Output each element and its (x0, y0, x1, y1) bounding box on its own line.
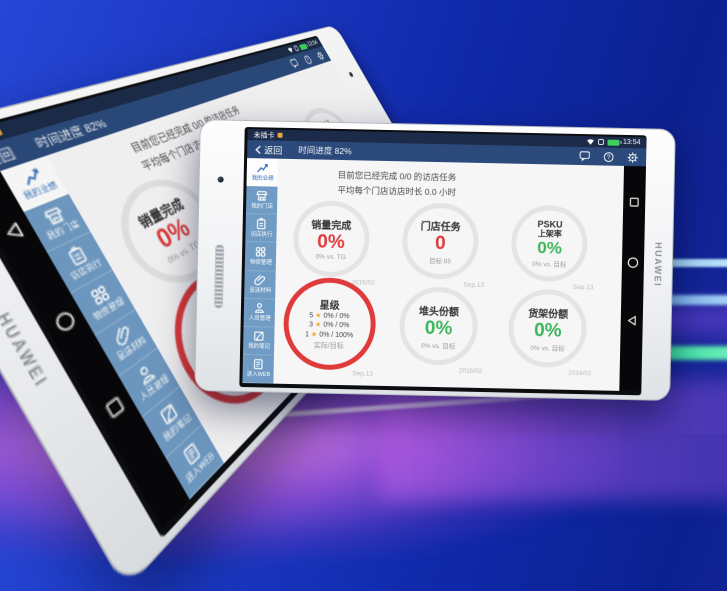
kpi-value: 0% (425, 317, 453, 339)
kpi-card-display-share[interactable]: 堆头份额 0% 0% vs. 目标 2016/02 (383, 286, 494, 366)
store-icon (255, 189, 268, 202)
sidebar-item-label: 呈送材料 (249, 286, 271, 294)
sidebar-item-submit-materials[interactable]: 呈送材料 (244, 271, 276, 300)
battery-icon (299, 43, 308, 50)
clock-text: 13:54 (623, 139, 641, 146)
data-icon (598, 138, 605, 145)
wifi-icon (587, 138, 595, 145)
help-icon[interactable]: ? (302, 54, 313, 65)
sidebar-item-label: 访店执行 (250, 230, 272, 238)
sidebar-item-label: 物资整理 (249, 258, 271, 266)
document-icon (252, 358, 265, 371)
kpi-date: 2016/02 (459, 368, 483, 375)
sidebar-item-label: 我的笔记 (248, 343, 270, 351)
tablet-screen: 未插卡 13:54 (239, 127, 646, 395)
kpi-card-sales-completion[interactable]: 销量完成 0% 0% vs. TG 2016/02 (276, 200, 387, 278)
kpi-card-store-tasks[interactable]: 门店任务 0 目标:85 Sep.13 (385, 202, 496, 280)
sidebar-item-performance[interactable]: 我的业绩 (247, 158, 279, 187)
speaker-grille (214, 244, 224, 308)
clipboard-icon (255, 217, 268, 230)
kpi-card-star-rating[interactable]: 星级 5★0% / 0% 3★0% / 0% 1★0% / 100% 实际/目标… (274, 277, 385, 371)
sidebar-item-visit-execution[interactable]: 访店执行 (245, 214, 277, 243)
sim-status-text: 未插卡 (253, 130, 274, 140)
sidebar-item-notes[interactable]: 我的笔记 (243, 327, 275, 356)
chart-icon (256, 161, 269, 174)
settings-icon[interactable] (627, 152, 638, 163)
people-icon (253, 301, 266, 314)
marketing-scene: { "device": { "brand": "HUAWEI" }, "stat… (0, 0, 727, 434)
message-icon[interactable] (579, 151, 590, 161)
grid-icon (254, 245, 267, 258)
kpi-value: 0% (534, 320, 562, 342)
sidebar-item-label: 人员管理 (248, 314, 270, 322)
tablet-bezel (195, 126, 244, 385)
front-camera-dot (348, 72, 353, 78)
sidebar-item-label: 我的业绩 (251, 174, 273, 182)
sidebar-item-materials-management[interactable]: 物资整理 (245, 242, 277, 271)
sidebar-item-label: 进入WEB (246, 371, 270, 379)
sidebar-item-personnel[interactable]: 人员管理 (244, 299, 276, 328)
tablet-bezel: HUAWEI (641, 135, 674, 394)
settings-icon[interactable] (315, 50, 326, 61)
message-icon[interactable] (289, 58, 300, 69)
sim-icon (0, 128, 3, 137)
kpi-value: 0% (317, 232, 345, 254)
svg-text:?: ? (607, 154, 611, 161)
svg-text:?: ? (305, 56, 311, 63)
star-icon: ★ (315, 311, 321, 321)
huawei-logo: HUAWEI (652, 242, 663, 287)
back-button[interactable]: 返回 (255, 143, 282, 157)
battery-icon (608, 139, 620, 145)
help-icon[interactable]: ? (603, 151, 614, 162)
notes-icon (252, 330, 265, 343)
kpi-card-psku[interactable]: PSKU 上架率 0% 0% vs. 目标 Sep.13 (494, 204, 605, 282)
front-camera-dot (218, 176, 224, 182)
recents-button[interactable] (628, 196, 640, 208)
page-title: 时间进度 82% (298, 144, 352, 157)
recents-button[interactable] (101, 392, 128, 423)
star-icon: ★ (311, 330, 317, 340)
sidebar: 我的业绩 我的门店 访店执行 物资整理 (242, 158, 278, 384)
home-button[interactable] (50, 306, 81, 337)
kpi-card-shelf-share[interactable]: 货架份额 0% 0% vs. 目标 2016/02 (492, 288, 603, 368)
star-icon: ★ (315, 321, 321, 331)
sidebar-item-stores[interactable]: 我的门店 (246, 186, 278, 215)
kpi-value: 0% (537, 239, 562, 258)
dashboard: 目前您已经完成 0/0 的访店任务 平均每个门店访店时长 0.0 小时 销量完成… (273, 159, 624, 391)
kpi-date: Sep.13 (352, 370, 373, 377)
home-button[interactable] (626, 256, 639, 269)
sim-icon (278, 133, 283, 138)
back-nav-button[interactable] (626, 314, 638, 327)
paperclip-icon (253, 273, 266, 286)
kpi-date: 2016/02 (568, 370, 592, 377)
back-nav-button[interactable] (0, 218, 29, 246)
huawei-tablet: 未插卡 13:54 (194, 119, 676, 401)
sidebar-item-enter-web[interactable]: 进入WEB (242, 355, 274, 384)
kpi-value: 0 (435, 232, 446, 253)
back-chevron-icon (255, 145, 261, 154)
sidebar-item-label: 我的门店 (251, 202, 273, 210)
